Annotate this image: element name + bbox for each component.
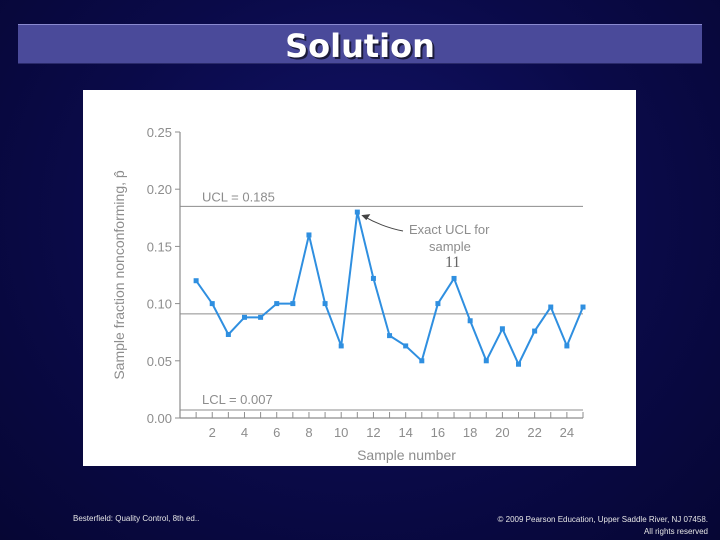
data-point: [451, 275, 457, 281]
slide-title: Solution: [285, 27, 435, 65]
copyright-line: © 2009 Pearson Education, Upper Saddle R…: [497, 515, 708, 524]
series-line: [195, 211, 584, 367]
data-point: [225, 331, 231, 337]
limit-label: LCL = 0.007: [202, 392, 273, 407]
rights-line: All rights reserved: [643, 527, 708, 536]
data-point: [387, 333, 393, 339]
x-tick-label: 10: [334, 425, 348, 440]
data-point: [209, 301, 215, 307]
data-point: [499, 326, 505, 332]
data-point: [532, 328, 538, 334]
x-tick-label: 8: [305, 425, 312, 440]
annotation-label: sample: [429, 239, 471, 254]
data-point: [193, 278, 199, 284]
x-tick-label: 14: [398, 425, 412, 440]
y-tick-label: 0.00: [147, 411, 172, 426]
data-point: [306, 232, 312, 238]
data-point: [338, 343, 344, 349]
y-tick-label: 0.25: [147, 125, 172, 140]
data-point: [322, 301, 328, 307]
x-tick-label: 6: [273, 425, 280, 440]
y-tick-label: 0.05: [147, 354, 172, 369]
annotation-arrow: [363, 215, 404, 232]
annotation-label: 11: [445, 254, 460, 271]
x-tick-label: 2: [209, 425, 216, 440]
data-point: [370, 275, 376, 281]
data-point: [548, 304, 554, 310]
title-bar: Solution: [18, 24, 702, 65]
y-axis-title: Sample fraction nonconforming, p̂: [111, 170, 127, 380]
data-point: [435, 301, 441, 307]
annotation-arrowhead: [361, 214, 371, 221]
y-tick-label: 0.20: [147, 182, 172, 197]
data-point: [354, 209, 360, 215]
x-tick-label: 22: [527, 425, 541, 440]
data-point: [580, 304, 586, 310]
chart-svg: 0.000.050.100.150.200.252 4 6 8 10 12 14 16 18 20…: [111, 125, 586, 463]
data-point: [564, 343, 570, 349]
limit-label: UCL = 0.185: [202, 189, 275, 204]
x-tick-label: 16: [431, 425, 445, 440]
data-point: [483, 358, 489, 364]
x-tick-label: 12: [366, 425, 380, 440]
data-point: [241, 314, 247, 320]
control-chart: 0.00 0.05 0.10 0.15 0.20 0.25 2 4 6 8 10 12 14 16 18 20…: [83, 90, 636, 466]
y-tick-label: 0.15: [147, 239, 172, 254]
x-tick-label: 24: [560, 425, 574, 440]
data-point: [467, 318, 473, 324]
x-axis-title: Sample number: [357, 447, 456, 463]
y-tick-label: 0.10: [147, 297, 172, 312]
annotation-label: Exact UCL for: [409, 222, 490, 237]
data-point: [403, 343, 409, 349]
x-tick-label: 4: [241, 425, 248, 440]
x-tick-label: 20: [495, 425, 509, 440]
data-point: [419, 358, 425, 364]
data-point: [516, 361, 522, 367]
footer-copyright: © 2009 Pearson Education, Upper Saddle R…: [388, 514, 708, 538]
data-point: [258, 314, 264, 320]
data-point: [274, 301, 280, 307]
x-tick-label: 18: [463, 425, 477, 440]
data-point: [290, 301, 296, 307]
footer-citation: Besterfield: Quality Control, 8th ed..: [73, 514, 200, 523]
